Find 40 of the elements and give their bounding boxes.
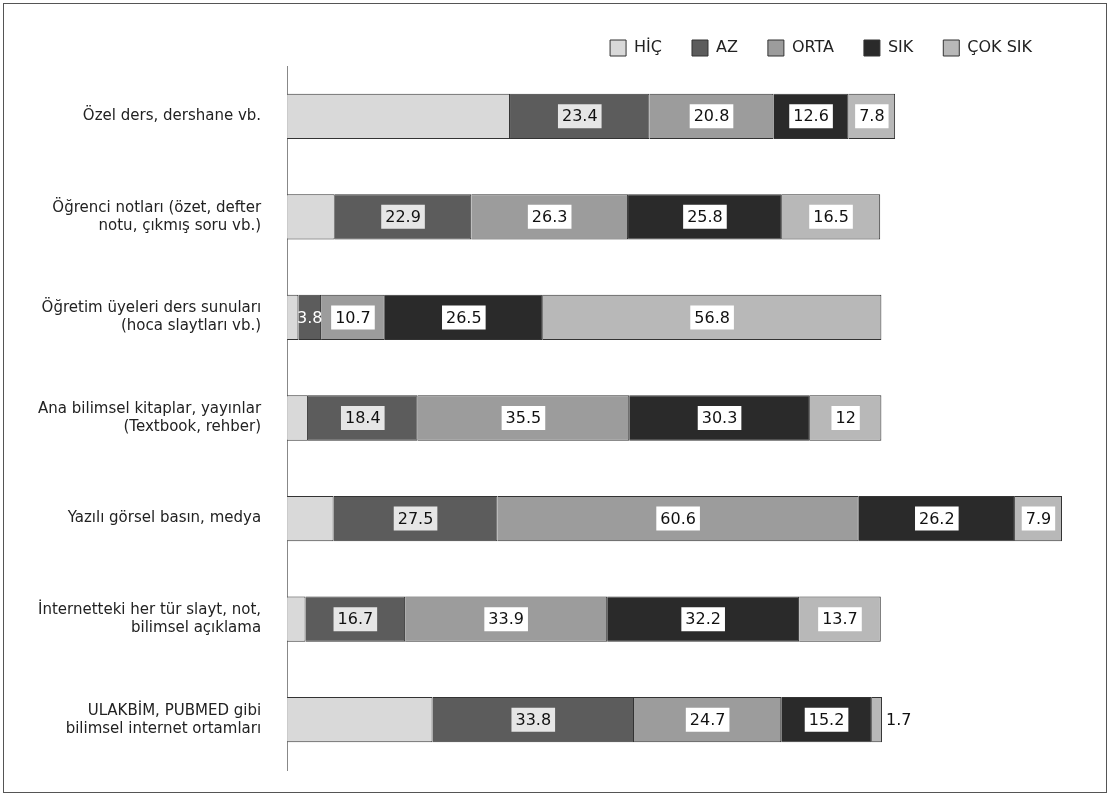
data-label: 20.8 (693, 106, 730, 126)
data-label: 26.5 (446, 307, 482, 327)
data-label: 12.6 (793, 106, 829, 126)
y-tick-label: Özel ders, dershane vb. (82, 105, 262, 125)
data-label: 16.5 (813, 207, 849, 227)
data-label: 15.2 (808, 709, 845, 729)
data-label: 26.2 (919, 508, 955, 528)
data-label: 27.5 (397, 508, 434, 528)
y-tick-label: Yazılı görsel basın, medya (66, 508, 262, 527)
legend-label: AZ (715, 37, 738, 57)
data-label: 32.2 (685, 609, 721, 629)
y-tick-label: ULAKBİM, PUBMED gibi bilimsel internet ortamları (65, 699, 262, 737)
data-label: 35.5 (505, 408, 542, 428)
data-label: 24.7 (689, 709, 726, 729)
data-label: 12 (835, 408, 856, 428)
data-label: 7.8 (859, 106, 885, 126)
legend-label: HİÇ (634, 37, 662, 57)
data-label: 18.4 (344, 408, 381, 428)
legend-label: ÇOK SIK (967, 37, 1033, 57)
y-tick-label: Ana bilimsel kitaplar, yayınlar (Textbook, rehber) (38, 398, 262, 435)
y-tick-label: Öğrenci notları (özet, defter notu, çıkmış soru vb.) (52, 196, 262, 234)
legend-label: ORTA (791, 37, 834, 57)
data-label: 25.8 (687, 207, 723, 227)
data-label: 30.3 (701, 408, 738, 428)
data-label: 3.8 (297, 307, 323, 327)
data-label: 16.7 (337, 609, 374, 629)
legend-label: SIK (887, 37, 914, 57)
data-label: 26.3 (531, 207, 568, 227)
data-label: 7.9 (1025, 508, 1052, 528)
data-label: 33.9 (488, 609, 524, 629)
data-label: 33.8 (515, 709, 552, 729)
data-label: 10.7 (335, 307, 371, 327)
data-label: 60.6 (660, 508, 696, 528)
data-label: 23.4 (561, 106, 598, 126)
data-label: 56.8 (694, 307, 730, 327)
y-tick-label: Öğretim üyeleri ders sunuları (hoca slaytları vb.) (41, 297, 262, 335)
data-label: 22.9 (385, 207, 421, 227)
data-label: 1.7 (885, 709, 912, 729)
y-tick-label: İnternetteki her tür slayt, not, bilimsel açıklama (37, 599, 262, 637)
data-label: 13.7 (822, 609, 858, 629)
